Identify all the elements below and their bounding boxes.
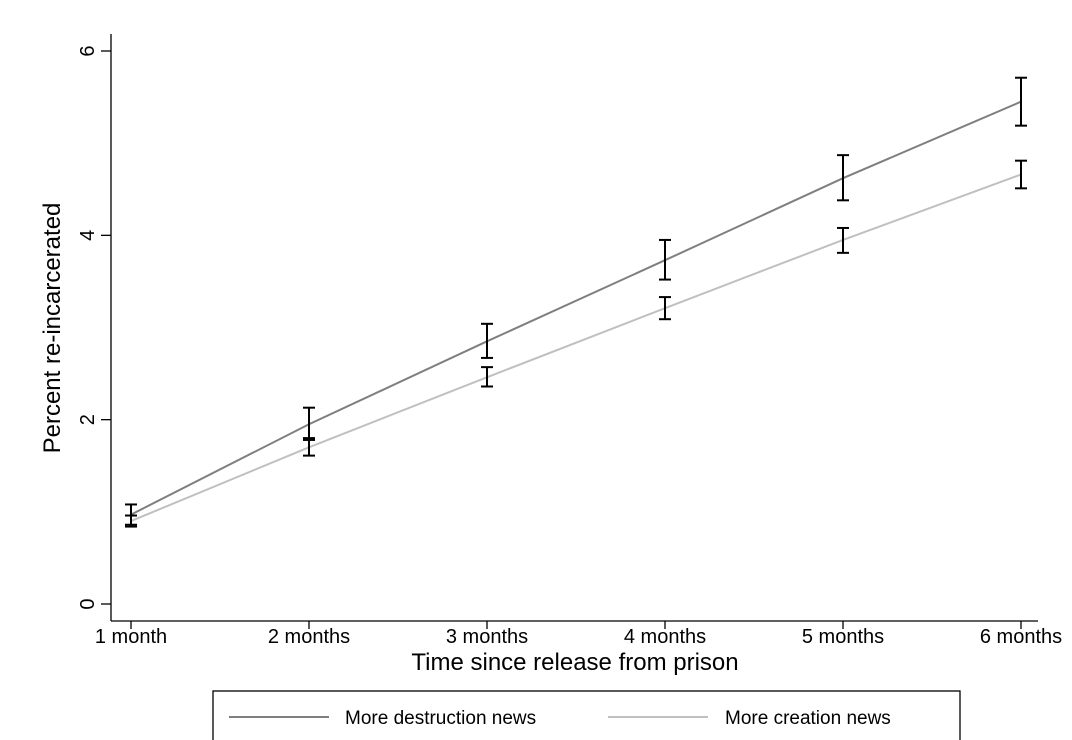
y-tick-label-3: 6 <box>77 45 99 56</box>
x-tick-label-5: 6 months <box>980 626 1062 648</box>
x-tick-label-0: 1 month <box>95 626 167 648</box>
error-bar-1-1 <box>303 437 315 457</box>
series-lines <box>130 100 1022 522</box>
series-line-1 <box>130 173 1022 522</box>
error-bar-0-3 <box>659 238 671 281</box>
error-bar-0-5 <box>1015 76 1027 127</box>
error-bar-1-2 <box>481 366 493 388</box>
error-bar-1-4 <box>837 226 849 254</box>
x-tick-label-2: 3 months <box>446 626 528 648</box>
x-ticks: 1 month 2 months 3 months 4 months 5 months 6… <box>95 621 1062 648</box>
legend-label-creation: More creation news <box>725 708 891 729</box>
legend-label-destruction: More destruction news <box>345 708 536 729</box>
y-axis-title: Percent re-incarcerated <box>39 203 66 454</box>
y-tick-label-1: 2 <box>77 414 99 425</box>
error-bars <box>125 76 1027 528</box>
x-axis-title: Time since release from prison <box>411 649 738 676</box>
y-ticks: 0 2 4 6 <box>77 45 111 610</box>
error-bar-1-3 <box>659 296 671 321</box>
series-line-0 <box>130 100 1022 516</box>
legend: More destruction news More creation news <box>212 690 961 740</box>
error-bar-1-0 <box>125 514 137 528</box>
y-tick-label-2: 4 <box>77 230 99 241</box>
y-tick-label-0: 0 <box>77 598 99 609</box>
x-tick-label-4: 5 months <box>802 626 884 648</box>
legend-box <box>212 690 961 740</box>
error-bar-0-4 <box>837 154 849 202</box>
error-bar-1-5 <box>1015 159 1027 190</box>
x-tick-label-1: 2 months <box>268 626 350 648</box>
error-bar-0-2 <box>481 322 493 359</box>
error-bar-0-1 <box>303 406 315 441</box>
x-tick-label-3: 4 months <box>624 626 706 648</box>
